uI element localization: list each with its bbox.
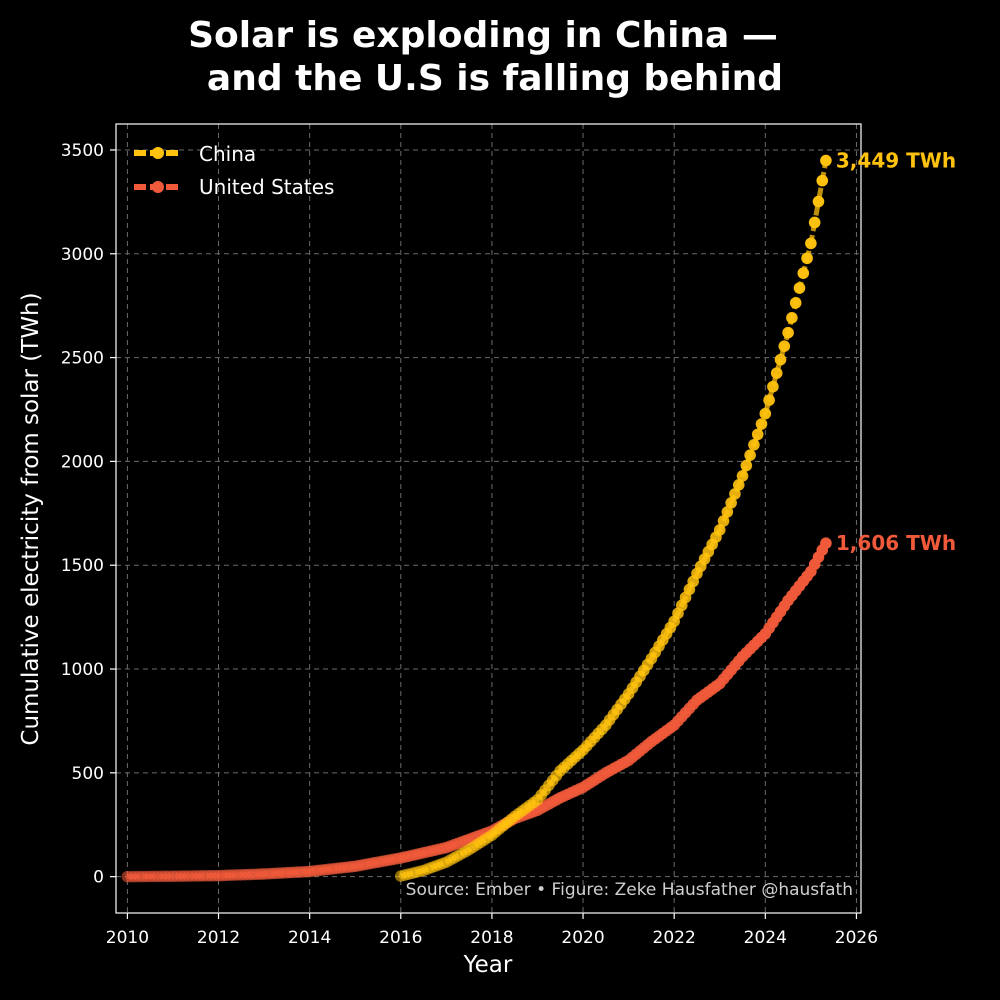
x-tick-label-2012: 2012 [197,928,240,948]
axis-ticks: 2010 2012 2014 2016 2018 2020 2022 2024 2026 0 500… [61,141,878,948]
chart-title-line-2: and the U.S is falling behind [207,58,783,99]
legend-us-label: United States [199,175,334,199]
data-point-china [751,428,764,441]
series-line-united-states [127,542,829,880]
data-point-china [816,174,829,187]
plot-frame [115,123,862,914]
x-tick-label-2024: 2024 [744,928,787,948]
us-end-label: 1,606 TWh [836,531,956,555]
y-tick-label-1500: 1500 [61,556,104,576]
x-tick-label-2026: 2026 [835,928,878,948]
series-layer [121,154,832,883]
x-tick-label-2018: 2018 [470,928,513,948]
data-point-china [820,154,832,167]
data-point-china [740,459,753,472]
y-tick-label-0: 0 [93,868,104,888]
y-tick-label-500: 500 [72,764,104,784]
data-point-china [786,311,798,324]
x-tick-label-2010: 2010 [106,928,149,948]
data-point-china [808,216,821,229]
y-tick-label-3000: 3000 [61,245,104,265]
data-point-china [732,479,745,491]
grid [116,124,861,913]
data-point-china [774,353,787,366]
data-point-china [721,506,734,518]
data-point-china [725,497,737,509]
legend-us-swatch-marker [152,181,164,193]
x-tick-label-2014: 2014 [288,928,331,948]
data-point-china [717,515,730,527]
y-tick-label-1000: 1000 [61,660,104,680]
data-point-china [729,488,741,500]
x-tick-label-2022: 2022 [653,928,696,948]
data-point-china [782,326,794,339]
data-point-china [805,237,817,250]
source-note: Source: Ember • Figure: Zeke Hausfather … [406,880,853,900]
y-axis-label: Cumulative electricity from solar (TWh) [18,292,44,745]
legend-china-swatch-marker [152,147,164,159]
data-point-united-states [820,537,832,550]
data-point-china [797,267,810,279]
data-point-china [778,340,791,352]
x-tick-label-2016: 2016 [379,928,422,948]
data-point-china [812,195,825,208]
series-united-states [121,537,832,883]
data-point-china [713,524,726,536]
chart-title-line-1: Solar is exploding in China — [188,15,778,56]
china-end-label: 3,449 TWh [836,149,956,173]
data-point-china [748,438,760,451]
data-point-china [744,449,756,461]
x-axis-label: Year [463,952,513,978]
legend-china-label: China [199,142,256,166]
x-tick-label-2020: 2020 [561,928,604,948]
data-point-china [793,282,806,294]
data-point-china [767,380,779,393]
data-point-china [801,252,813,265]
legend: China United States [134,142,334,199]
data-point-china [763,394,775,406]
y-tick-label-2000: 2000 [61,452,104,472]
data-point-china [755,418,768,430]
series-china [394,154,832,882]
data-point-china [759,407,772,420]
y-tick-label-3500: 3500 [61,141,104,161]
y-tick-label-2500: 2500 [61,349,104,369]
data-point-china [789,297,802,309]
data-point-china [770,367,783,379]
data-point-china [736,470,749,482]
